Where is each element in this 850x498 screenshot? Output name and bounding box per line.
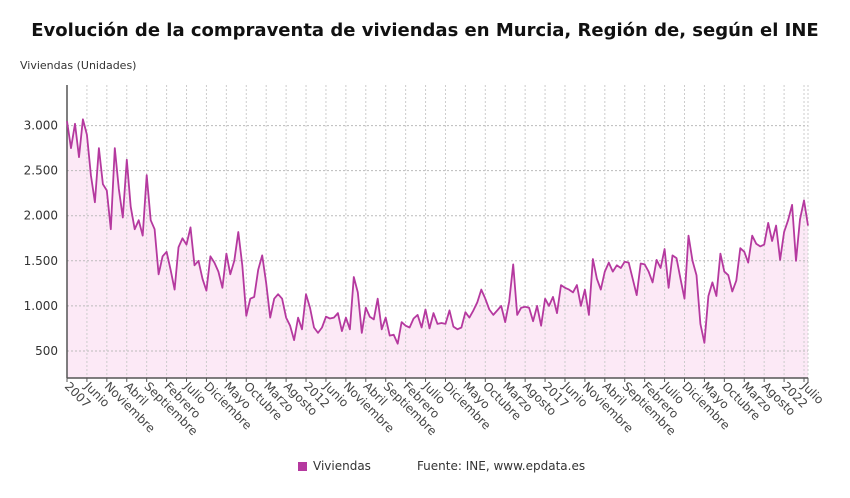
y-tick-label: 2.500 (24, 164, 58, 178)
y-tick-label: 3.000 (24, 119, 58, 133)
legend: Viviendas Fuente: INE, www.epdata.es (298, 459, 585, 473)
y-axis-label: Viviendas (Unidades) (20, 59, 137, 72)
legend-swatch (298, 461, 307, 471)
series-area (67, 119, 808, 379)
legend-label: Viviendas (313, 459, 371, 473)
source-text: Fuente: INE, www.epdata.es (416, 459, 586, 473)
y-tick-label: 2.000 (24, 209, 58, 223)
y-tick-label: 500 (35, 344, 58, 358)
chart-title: Evolución de la compraventa de viviendas… (31, 20, 819, 41)
y-tick-label: 1.000 (24, 299, 58, 313)
y-tick-label: 1.500 (24, 254, 58, 268)
